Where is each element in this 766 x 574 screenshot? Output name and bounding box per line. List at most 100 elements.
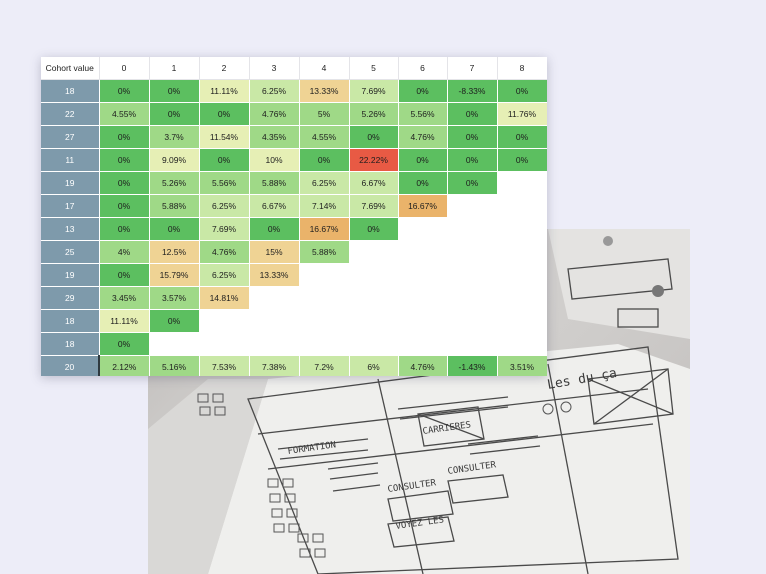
cohort-value-cell: 27 [41, 125, 100, 149]
retention-cell: 0% [99, 79, 150, 103]
retention-cell: 0% [149, 102, 200, 126]
retention-cell: 3.51% [497, 355, 547, 376]
table-header-row: Cohort value 0 1 2 3 4 5 6 7 8 [41, 57, 547, 80]
table-row: 13 0% 0% 7.69% 0% 16.67% 0% [41, 217, 547, 241]
empty-cell [149, 332, 200, 356]
empty-cell [447, 286, 498, 310]
retention-cell: 0% [99, 217, 150, 241]
retention-cell: 7.69% [349, 194, 399, 218]
retention-cell: 0% [497, 125, 547, 149]
retention-cell: 10% [249, 148, 300, 172]
empty-cell [398, 217, 448, 241]
cohort-value-cell: 18 [41, 79, 100, 103]
cohort-table: Cohort value 0 1 2 3 4 5 6 7 8 18 0% 0% 11.11% 6.25% 1… [41, 57, 547, 376]
retention-cell: 3.57% [149, 286, 200, 310]
column-header-period-1[interactable]: 1 [149, 57, 200, 80]
retention-cell: 13.33% [299, 79, 350, 103]
empty-cell [249, 309, 300, 333]
cohort-value-cell: 25 [41, 240, 100, 264]
retention-cell: 0% [349, 125, 399, 149]
column-header-period-5[interactable]: 5 [349, 57, 399, 80]
empty-cell [497, 263, 547, 287]
empty-cell [299, 286, 350, 310]
retention-cell: 0% [99, 171, 150, 195]
empty-cell [299, 309, 350, 333]
empty-cell [199, 309, 250, 333]
retention-cell: 6% [349, 355, 399, 376]
table-row: 18 0% 0% 11.11% 6.25% 13.33% 7.69% 0% -8.33% 0% [41, 79, 547, 103]
retention-cell: 16.67% [299, 217, 350, 241]
retention-cell: 11.54% [199, 125, 250, 149]
retention-cell: 4.55% [299, 125, 350, 149]
empty-cell [398, 332, 448, 356]
table-row: 18 11.11% 0% [41, 309, 547, 333]
empty-cell [299, 332, 350, 356]
retention-cell: 7.69% [349, 79, 399, 103]
retention-cell: 6.25% [199, 194, 250, 218]
empty-cell [398, 309, 448, 333]
cohort-value-cell: 29 [41, 286, 100, 310]
empty-cell [497, 286, 547, 310]
table-row: 19 0% 15.79% 6.25% 13.33% [41, 263, 547, 287]
retention-cell: 6.25% [299, 171, 350, 195]
retention-cell: 0% [249, 217, 300, 241]
retention-cell: 5.26% [349, 102, 399, 126]
retention-cell: 0% [149, 217, 200, 241]
retention-cell: 0% [149, 309, 200, 333]
retention-cell: 0% [99, 148, 150, 172]
empty-cell [398, 263, 448, 287]
column-header-period-8[interactable]: 8 [497, 57, 547, 80]
retention-cell: 4% [99, 240, 150, 264]
column-header-cohort-value[interactable]: Cohort value [41, 57, 100, 80]
retention-cell: 7.69% [199, 217, 250, 241]
retention-cell: 0% [497, 148, 547, 172]
empty-cell [497, 240, 547, 264]
column-header-period-3[interactable]: 3 [249, 57, 300, 80]
retention-cell: 0% [349, 217, 399, 241]
column-header-period-0[interactable]: 0 [99, 57, 150, 80]
cohort-value-cell: 19 [41, 171, 100, 195]
retention-cell: 7.14% [299, 194, 350, 218]
retention-cell: 12.5% [149, 240, 200, 264]
retention-cell: 4.76% [398, 355, 448, 376]
empty-cell [497, 217, 547, 241]
empty-cell [349, 332, 399, 356]
column-header-period-2[interactable]: 2 [199, 57, 250, 80]
empty-cell [497, 171, 547, 195]
empty-cell [497, 194, 547, 218]
empty-cell [249, 286, 300, 310]
retention-cell: 13.33% [249, 263, 300, 287]
retention-cell: 5% [299, 102, 350, 126]
retention-cell: 16.67% [398, 194, 448, 218]
retention-cell: 0% [447, 148, 498, 172]
retention-cell: 0% [199, 148, 250, 172]
retention-cell: 11.11% [99, 309, 150, 333]
retention-cell: 5.88% [249, 171, 300, 195]
cohort-value-cell: 22 [41, 102, 100, 126]
cohort-value-cell: 18 [41, 309, 100, 333]
retention-cell: 0% [398, 79, 448, 103]
retention-cell: 6.25% [199, 263, 250, 287]
cohort-value-cell: 11 [41, 148, 100, 172]
retention-cell: 5.88% [149, 194, 200, 218]
retention-cell: 0% [99, 125, 150, 149]
table-row: 25 4% 12.5% 4.76% 15% 5.88% [41, 240, 547, 264]
average-row: 20 2.12% 5.16% 7.53% 7.38% 7.2% 6% 4.76% -1.43% 3… [41, 355, 547, 376]
cohort-value-cell: 19 [41, 263, 100, 287]
retention-cell: 3.7% [149, 125, 200, 149]
column-header-period-4[interactable]: 4 [299, 57, 350, 80]
empty-cell [199, 332, 250, 356]
retention-cell: 5.26% [149, 171, 200, 195]
retention-cell: 4.76% [199, 240, 250, 264]
retention-cell: 0% [99, 263, 150, 287]
retention-cell: 0% [149, 79, 200, 103]
retention-cell: 5.88% [299, 240, 350, 264]
empty-cell [447, 240, 498, 264]
cohort-value-cell: 17 [41, 194, 100, 218]
empty-cell [447, 217, 498, 241]
cohort-value-cell: 13 [41, 217, 100, 241]
column-header-period-7[interactable]: 7 [447, 57, 498, 80]
retention-cell: -1.43% [447, 355, 498, 376]
retention-cell: 4.35% [249, 125, 300, 149]
column-header-period-6[interactable]: 6 [398, 57, 448, 80]
